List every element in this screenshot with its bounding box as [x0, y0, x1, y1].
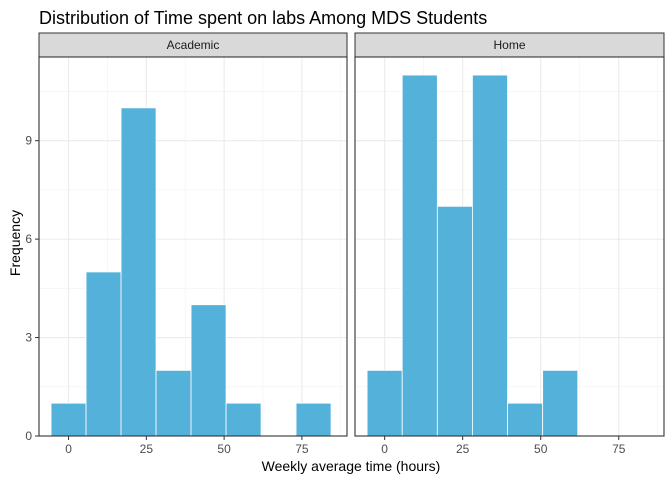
histogram-bar	[401, 74, 438, 437]
histogram-bar	[542, 369, 579, 437]
histogram-bar	[120, 107, 157, 437]
panel-home: Home 0 25 50 75	[354, 32, 665, 456]
facet-strip	[38, 32, 348, 58]
facet-label: Home	[493, 38, 525, 52]
chart-title: Distribution of Time spent on labs Among…	[39, 8, 487, 28]
x-tick-label: 50	[217, 442, 231, 456]
histogram-bar	[436, 205, 473, 437]
y-tick-label: 0	[25, 429, 32, 443]
histogram-bar	[155, 369, 192, 437]
panel-border	[354, 56, 665, 437]
panels: Academic 0 25 50 75 0 3 6 9 Home 0 25 50 75	[25, 32, 665, 456]
y-tick-label: 3	[25, 331, 32, 345]
facet-strip	[354, 32, 665, 58]
y-axis-title: Frequency	[7, 210, 23, 276]
histogram-bar	[50, 402, 87, 437]
panel-academic: Academic 0 25 50 75 0 3 6 9	[25, 32, 348, 456]
x-axis-title: Weekly average time (hours)	[262, 458, 441, 474]
x-tick-label: 0	[65, 442, 72, 456]
histogram-bar	[295, 402, 332, 437]
histogram-bar	[85, 271, 122, 437]
histogram-bar	[366, 369, 403, 437]
histogram-bar	[190, 304, 227, 437]
y-tick-label: 9	[25, 134, 32, 148]
facet-label: Academic	[167, 38, 220, 52]
histogram-bar	[225, 402, 262, 437]
histogram-bar	[507, 402, 544, 437]
x-tick-label: 50	[534, 442, 548, 456]
x-tick-label: 25	[140, 442, 154, 456]
x-tick-label: 0	[381, 442, 388, 456]
x-tick-label: 75	[612, 442, 626, 456]
x-tick-label: 25	[456, 442, 470, 456]
histogram-bar	[472, 74, 508, 437]
y-tick-label: 6	[25, 232, 32, 246]
panel-border	[38, 56, 348, 437]
x-tick-label: 75	[295, 442, 309, 456]
